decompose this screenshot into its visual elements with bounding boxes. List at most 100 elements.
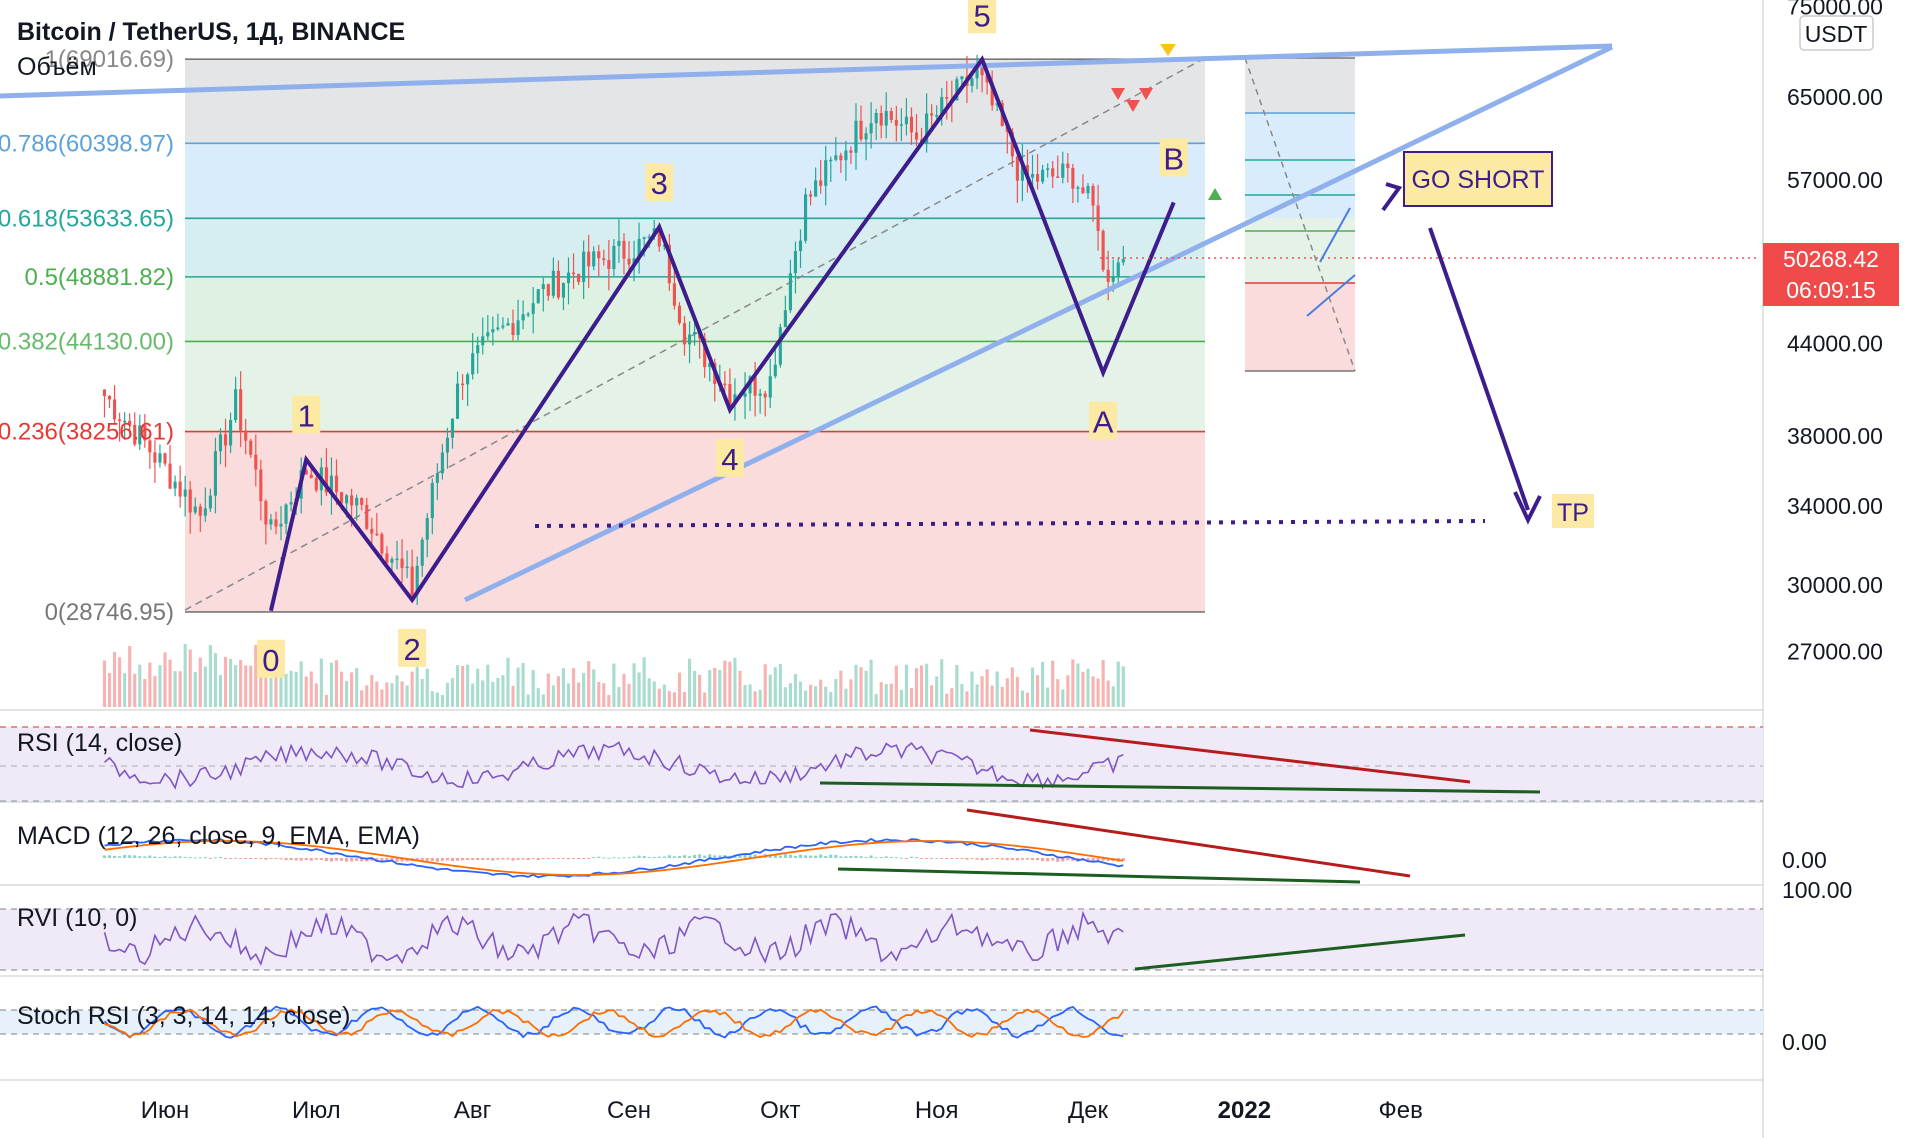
volume-bar: [153, 676, 157, 707]
buy-marker-icon: [1208, 188, 1222, 200]
stoch-rsi-pane[interactable]: [0, 1005, 1763, 1039]
macd-histogram-bar: [602, 857, 606, 859]
candle-body: [859, 120, 863, 140]
macd-histogram-bar: [657, 856, 661, 858]
candle-body: [622, 240, 626, 259]
volume-bar: [733, 657, 737, 707]
volume-bar: [551, 685, 555, 707]
lower-trendline[interactable]: [463, 44, 1614, 603]
chart-title[interactable]: Bitcoin / TetherUS, 1Д, BINANCE: [17, 18, 406, 46]
rvi-pane[interactable]: [0, 908, 1763, 971]
rvi-legend[interactable]: RVI (10, 0): [17, 904, 138, 932]
volume-bar: [597, 682, 601, 707]
candle-body: [279, 523, 283, 527]
volume-bar: [334, 660, 339, 707]
price-axis[interactable]: 75000.00 65000.00 57000.00 44000.00 38000.00…: [1787, 0, 1883, 664]
macd-histogram-bar: [743, 854, 747, 858]
currency-box[interactable]: [1799, 15, 1874, 51]
candle-body: [506, 323, 510, 326]
wave-label-bg: [715, 438, 744, 477]
volume-bar: [516, 667, 520, 707]
candle-body: [259, 469, 263, 502]
macd-histogram-bar: [1030, 858, 1035, 861]
projection-arrow[interactable]: [1428, 227, 1530, 511]
volume-bar: [1010, 667, 1014, 707]
fibonacci-retracement-right[interactable]: [1244, 57, 1356, 372]
stoch-rsi-legend[interactable]: Stoch RSI (3, 3, 14, 14, close): [17, 1002, 351, 1030]
rsi-legend[interactable]: RSI (14, close): [17, 729, 183, 757]
macd-histogram-bar: [249, 858, 253, 860]
tp-level-line[interactable]: [534, 519, 1486, 528]
volume-bar: [279, 659, 283, 707]
candle-body: [582, 251, 586, 283]
rsi-pane[interactable]: [0, 726, 1763, 802]
macd-histogram-bar: [698, 854, 702, 858]
volume-bar: [909, 688, 914, 707]
volume-bar: [940, 659, 944, 707]
macd-histogram-bar: [693, 854, 697, 858]
candle-body: [375, 533, 379, 536]
macd-histogram-bar: [889, 857, 893, 859]
wave-label-bg: [968, 0, 997, 34]
candle-body: [824, 160, 828, 186]
volume-legend[interactable]: Объём: [17, 53, 97, 81]
macd-histogram-bar: [561, 858, 566, 859]
macd-legend[interactable]: MACD (12, 26, close, 9, EMA, EMA): [17, 822, 420, 850]
macd-histogram-bar: [395, 858, 399, 862]
candle-body: [1051, 168, 1055, 177]
macd-histogram-bar: [516, 858, 520, 860]
candle-body: [561, 283, 566, 298]
volume-bar: [677, 672, 682, 707]
wave-label: B: [1163, 141, 1184, 176]
macd-histogram-bar: [970, 858, 974, 859]
volume-bar: [577, 682, 581, 707]
volume-bar: [849, 679, 853, 707]
macd-histogram-bar: [672, 856, 676, 858]
time-axis[interactable]: Июн Июл Авг Сен Окт Ноя Дек 2022 Фев: [141, 1097, 1423, 1124]
volume-bar: [950, 688, 954, 707]
volume-bar: [183, 643, 187, 707]
candle-body: [229, 420, 233, 446]
macd-histogram-bar: [128, 855, 132, 858]
wave-label: 3: [651, 166, 668, 201]
elliott-wave-path[interactable]: [268, 55, 1176, 612]
fibonacci-retracement[interactable]: [185, 58, 1205, 613]
volume-bar: [329, 662, 334, 707]
go-short-box[interactable]: GO SHORT: [1403, 151, 1553, 207]
wave-labels[interactable]: 0 1 2 3 4 5 A B: [256, 0, 1188, 678]
candle-body: [244, 430, 248, 441]
macd-histogram-bar: [546, 858, 550, 859]
upper-trendline[interactable]: [0, 43, 1613, 99]
candle-body: [814, 180, 818, 197]
candle-body: [763, 393, 767, 398]
candle-body: [511, 323, 515, 336]
candle-body: [945, 96, 949, 99]
volume-bar: [435, 692, 439, 707]
volume-bar: [541, 694, 545, 707]
macd-histogram-bar: [793, 855, 798, 858]
candle-body: [188, 489, 192, 513]
volume-bar: [339, 671, 344, 707]
volume-bar: [662, 684, 666, 707]
macd-pane[interactable]: [102, 808, 1411, 884]
volume-bar: [768, 674, 772, 707]
tp-label[interactable]: TP: [1552, 494, 1594, 528]
volume-bar: [930, 685, 934, 707]
candle-body: [440, 452, 444, 474]
macd-histogram-bar: [259, 858, 263, 859]
macd-histogram-bar: [859, 856, 863, 858]
macd-histogram-bar: [309, 858, 313, 861]
volume-bar: [1076, 663, 1080, 707]
macd-histogram-bar: [834, 854, 838, 858]
macd-histogram-bar: [466, 858, 470, 861]
macd-histogram-bar: [1025, 858, 1030, 860]
candle-body: [1020, 165, 1024, 181]
candle-body: [183, 489, 187, 497]
candle-body: [107, 395, 112, 400]
volume-bar: [612, 663, 616, 707]
candle-body: [728, 384, 732, 405]
time-tick: Авг: [454, 1097, 492, 1124]
macd-histogram-bar: [950, 858, 954, 859]
volume-bar: [698, 674, 702, 707]
